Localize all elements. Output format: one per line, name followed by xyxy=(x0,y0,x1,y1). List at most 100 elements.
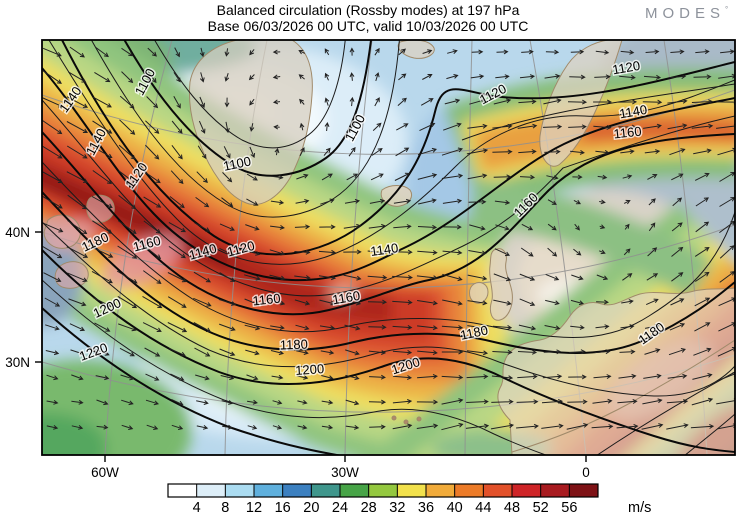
wind-arrow xyxy=(599,199,606,205)
wind-arrow xyxy=(671,222,683,232)
wind-arrow xyxy=(273,124,280,130)
wind-arrow xyxy=(397,97,407,106)
wind-arrow xyxy=(46,374,59,381)
wind-arrow xyxy=(671,272,684,282)
wind-arrow xyxy=(296,350,309,355)
wind-arrow xyxy=(295,324,310,331)
wind-arrow xyxy=(717,372,735,382)
wind-arrow xyxy=(519,174,536,180)
wind-arrow xyxy=(298,49,306,55)
chart-title: Balanced circulation (Rossby modes) at 1… xyxy=(217,2,520,18)
wind-arrow xyxy=(417,173,438,180)
wind-arrow xyxy=(392,249,413,255)
wind-arrow xyxy=(591,424,614,430)
wind-arrow xyxy=(467,300,488,306)
wind-arrow xyxy=(71,425,84,430)
wind-arrow xyxy=(349,47,355,56)
colorbar-tick-label: 32 xyxy=(389,500,405,516)
wind-arrow xyxy=(269,274,286,281)
wind-arrow xyxy=(694,297,711,307)
colorbar-frame xyxy=(167,483,599,498)
wind-arrow xyxy=(442,299,463,306)
wind-arrow xyxy=(517,123,538,129)
wind-arrow xyxy=(245,224,260,231)
wind-arrow xyxy=(343,249,362,255)
wind-arrow xyxy=(620,149,635,155)
wind-arrow xyxy=(596,299,609,305)
wind-arrow xyxy=(417,147,437,156)
wind-arrow xyxy=(442,250,463,256)
wind-arrow xyxy=(142,295,163,309)
wind-arrow xyxy=(117,220,137,235)
wind-arrow xyxy=(66,96,89,108)
wind-arrow xyxy=(321,375,334,380)
wind-arrow xyxy=(417,300,438,306)
colorbar-segment xyxy=(426,484,455,497)
wind-arrow xyxy=(542,124,563,130)
wind-arrow xyxy=(299,98,305,105)
wind-arrow xyxy=(269,249,286,256)
wind-arrow xyxy=(441,374,464,380)
wind-arrow xyxy=(297,424,308,430)
wind-arrow xyxy=(593,374,612,380)
wind-arrow xyxy=(720,49,735,55)
wind-arrow xyxy=(318,275,337,281)
wind-arrow xyxy=(570,324,585,330)
wind-arrow xyxy=(249,98,255,106)
wind-arrow xyxy=(199,47,205,58)
wind-arrow xyxy=(570,49,585,55)
wind-arrow xyxy=(543,349,562,355)
wind-arrow xyxy=(195,374,210,381)
wind-arrow xyxy=(692,373,713,380)
azores xyxy=(391,415,397,421)
wind-arrow xyxy=(519,298,536,306)
wind-arrow xyxy=(372,122,382,131)
wind-arrow xyxy=(648,222,656,232)
wind-arrow xyxy=(469,224,486,231)
wind-arrow xyxy=(269,299,286,306)
wind-arrow xyxy=(422,49,433,54)
wind-arrow xyxy=(691,397,714,406)
wind-arrow xyxy=(244,249,261,256)
wind-arrow xyxy=(45,324,60,331)
lon-tick-label: 60W xyxy=(91,465,119,480)
wind-arrow xyxy=(416,399,439,405)
wind-arrow xyxy=(318,249,337,255)
wind-arrow xyxy=(249,146,256,159)
wind-arrow xyxy=(120,374,135,381)
wind-arrow xyxy=(349,96,355,107)
contour-label: 1160 xyxy=(252,291,281,309)
wind-arrow xyxy=(693,347,712,356)
wind-arrow xyxy=(344,198,361,204)
wind-arrow xyxy=(71,399,84,405)
colorbar-tick-label: 8 xyxy=(221,500,229,516)
wind-arrow xyxy=(145,399,160,406)
wind-arrow xyxy=(244,274,261,281)
colorbar-tick-label: 36 xyxy=(418,500,434,516)
wind-arrow xyxy=(272,399,283,405)
wind-arrow xyxy=(42,171,64,183)
wind-arrow xyxy=(271,374,284,380)
wind-arrow xyxy=(491,399,514,405)
wind-arrow xyxy=(121,399,134,406)
wind-arrow xyxy=(667,123,688,130)
wind-arrow xyxy=(521,49,534,55)
wind-arrow xyxy=(398,48,406,56)
wind-arrow xyxy=(368,223,387,229)
wind-arrow xyxy=(295,199,310,204)
wind-arrow xyxy=(249,49,255,56)
wind-arrow xyxy=(66,246,89,258)
wind-arrow xyxy=(647,247,658,257)
wind-arrow xyxy=(496,49,509,55)
wind-arrow xyxy=(642,398,663,405)
map-panel: 1100110011001120112011201120114011401140… xyxy=(35,39,736,462)
wind-arrow xyxy=(193,247,211,258)
wind-arrow xyxy=(167,296,187,308)
wind-arrow xyxy=(545,299,560,306)
wind-arrow xyxy=(669,148,686,156)
wind-arrow xyxy=(218,298,237,306)
wind-arrow xyxy=(246,374,259,381)
wind-arrow xyxy=(517,374,538,380)
wind-arrow xyxy=(641,423,664,430)
wind-arrow xyxy=(92,170,113,185)
